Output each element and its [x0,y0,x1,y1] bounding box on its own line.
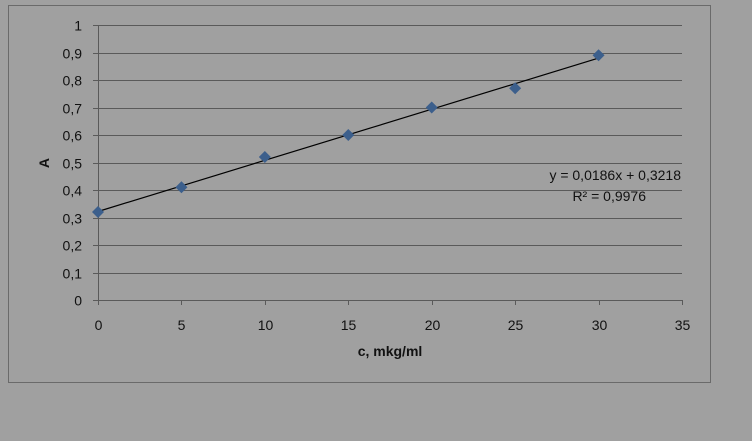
data-point [175,181,188,194]
y-tick-label: 0,5 [63,156,83,172]
chart-border [8,5,711,383]
data-point [592,49,605,62]
data-point [342,129,355,141]
y-tick-label: 0,1 [63,266,83,282]
y-axis-label: A [36,158,52,168]
data-point [92,206,104,218]
x-tick-label: 20 [425,317,441,333]
data-point [258,151,271,163]
y-tick-label: 0,4 [63,183,83,199]
x-tick-label: 25 [508,317,524,333]
y-tick-label: 0 [74,293,82,309]
data-points [92,49,605,218]
trendline-equation: y = 0,0186x + 0,3218 [549,167,681,183]
data-point [425,101,438,114]
y-tick-label: 0,8 [63,73,83,89]
x-tick-label: 35 [675,317,691,333]
data-point [509,82,522,95]
y-tick-label: 0,9 [63,46,83,62]
y-tick-label: 0,2 [63,238,83,254]
gridlines [98,25,682,274]
x-tick-label: 0 [95,317,103,333]
tick-labels: 00,10,20,30,40,50,60,70,80,910 5 10 15 20 25 3… [63,18,691,334]
x-tick-label: 10 [258,317,274,333]
x-tick-label: 5 [178,317,186,333]
y-tick-label: 0,6 [63,128,83,144]
x-axis-label: c, mkg/ml [358,343,423,359]
x-tick-label: 15 [341,317,357,333]
y-tick-label: 0,7 [63,101,83,117]
axes [93,25,683,305]
r-squared-label: R² = 0,9976 [572,188,646,204]
y-tick-label: 1 [74,18,82,34]
x-tick-label: 30 [592,317,608,333]
y-tick-label: 0,3 [63,211,83,227]
